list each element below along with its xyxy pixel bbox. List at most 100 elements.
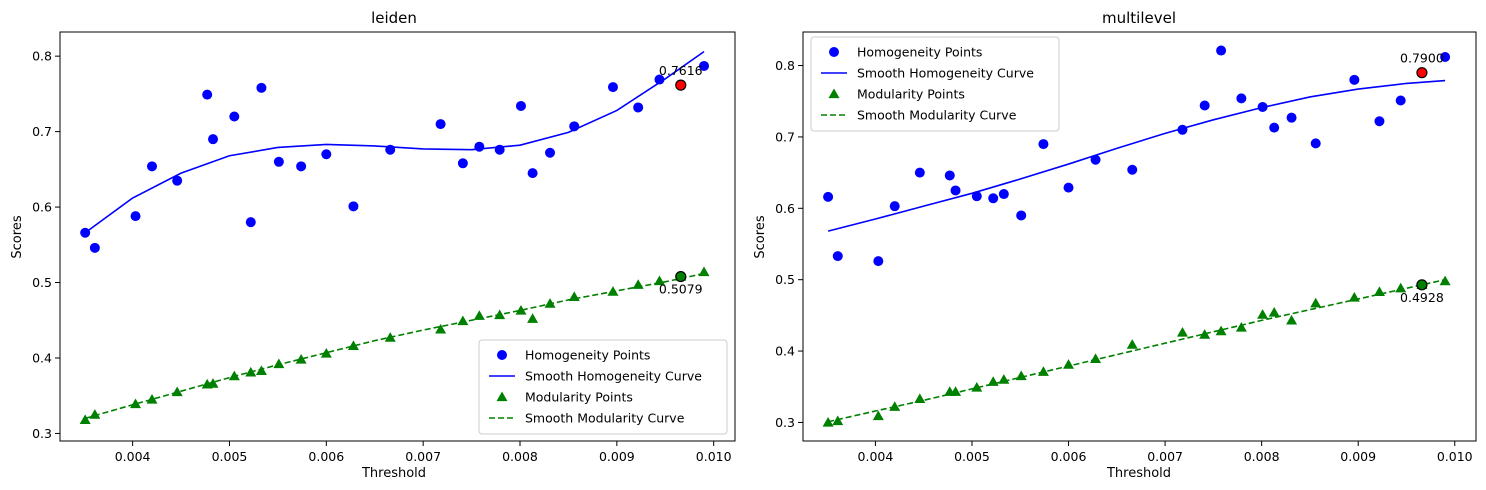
modularity-point — [146, 393, 158, 404]
x-tick-label: 0.010 — [1437, 449, 1473, 464]
homogeneity-point — [545, 147, 556, 158]
homogeneity-point — [208, 134, 219, 145]
homogeneity-point — [515, 100, 526, 111]
modularity-point — [295, 354, 307, 364]
chart-multilevel: multilevel Threshold Scores 0.004 0.005 0.… — [753, 9, 1477, 481]
legend-entry: Homogeneity Points — [857, 45, 982, 60]
highlight-label: 0.7900 — [1400, 51, 1444, 66]
x-tick-label: 0.004 — [858, 449, 894, 464]
homogeneity-point — [1090, 154, 1101, 165]
homogeneity-point — [1177, 124, 1188, 135]
legend-entry: Smooth Homogeneity Curve — [525, 369, 702, 384]
homogeneity-point — [654, 74, 665, 85]
homogeneity-point — [1038, 139, 1049, 150]
modularity-point — [1176, 327, 1188, 337]
modularity-point — [832, 415, 844, 426]
plot-area: 0.004 0.005 0.006 0.007 0.008 0.009 0.010 0.3 0.… — [32, 31, 736, 464]
modularity-point — [171, 386, 183, 397]
homogeneity-point — [494, 144, 505, 155]
highlight-point — [1416, 279, 1428, 291]
homogeneity-point — [1199, 100, 1210, 111]
chart-title: multilevel — [1102, 9, 1176, 27]
modularity-point — [79, 414, 91, 424]
modularity-point — [872, 410, 884, 421]
homogeneity-point — [1374, 116, 1385, 127]
homogeneity-point — [1395, 95, 1406, 106]
homogeneity-point — [1269, 122, 1280, 133]
modularity-point — [987, 376, 999, 386]
homogeneity-point — [172, 175, 183, 186]
modularity-point — [544, 298, 556, 308]
y-tick-label: 0.7 — [775, 129, 795, 144]
y-tick-label: 0.4 — [775, 344, 795, 359]
modularity-point — [457, 315, 469, 326]
x-tick-label: 0.005 — [954, 449, 990, 464]
homogeneity-point — [889, 201, 900, 212]
homogeneity-point — [457, 158, 468, 169]
modularity-point — [698, 266, 710, 277]
homogeneity-point — [988, 193, 999, 204]
y-tick-label: 0.3 — [775, 415, 795, 430]
modularity-point — [1215, 325, 1227, 336]
y-axis-label: Scores — [10, 215, 25, 258]
homogeneity-point — [245, 217, 256, 228]
homogeneity-point — [569, 121, 580, 132]
homogeneity-point — [607, 82, 618, 93]
legend-marker-swatch — [829, 47, 839, 57]
plot-frame — [59, 31, 736, 442]
homogeneity-point — [832, 251, 843, 262]
series-line — [84, 272, 705, 420]
modularity-point — [207, 378, 219, 388]
highlight-label: 0.4928 — [1400, 290, 1444, 305]
x-tick-label: 0.009 — [1340, 449, 1376, 464]
modularity-point — [1235, 322, 1247, 332]
modularity-point — [1257, 309, 1269, 319]
homogeneity-point — [873, 256, 884, 267]
modularity-point — [435, 323, 447, 334]
x-tick-label: 0.008 — [1244, 449, 1280, 464]
legend: Homogeneity Points Smooth Homogeneity Cur… — [810, 36, 1060, 132]
homogeneity-point — [1063, 182, 1074, 193]
legend-entry: Smooth Modularity Curve — [857, 108, 1017, 123]
highlight-label: 0.7616 — [659, 63, 703, 78]
modularity-point — [653, 275, 665, 286]
modularity-point — [1015, 370, 1027, 381]
homogeneity-point — [1349, 74, 1360, 85]
y-tick-label: 0.6 — [32, 200, 52, 215]
legend-marker-swatch — [496, 391, 508, 402]
x-tick-label: 0.008 — [502, 449, 538, 464]
modularity-point — [950, 386, 962, 396]
highlight-point — [1416, 67, 1428, 79]
homogeneity-point — [998, 189, 1009, 200]
modularity-point — [1395, 282, 1407, 293]
modularity-point — [568, 291, 580, 301]
homogeneity-point — [944, 170, 955, 181]
homogeneity-point — [321, 149, 332, 160]
homogeneity-point — [273, 156, 284, 167]
homogeneity-point — [130, 211, 141, 222]
x-axis-label: Threshold — [1106, 466, 1171, 481]
x-tick-label: 0.006 — [308, 449, 344, 464]
x-axis-label: Threshold — [361, 466, 426, 481]
homogeneity-point — [1440, 51, 1451, 62]
modularity-point — [515, 304, 527, 315]
y-axis-label: Scores — [753, 215, 768, 258]
modularity-point — [494, 309, 506, 320]
modularity-point — [971, 381, 983, 392]
plot-frame — [802, 31, 1477, 442]
modularity-point — [347, 340, 359, 351]
legend-entry: Homogeneity Points — [525, 348, 650, 363]
homogeneity-point — [950, 185, 961, 196]
x-tick-label: 0.006 — [1051, 449, 1087, 464]
homogeneity-point — [348, 201, 359, 212]
legend: Homogeneity Points Smooth Homogeneity Cur… — [478, 339, 728, 435]
homogeneity-point — [699, 60, 710, 71]
highlight-point — [675, 79, 687, 91]
modularity-point — [1063, 359, 1075, 369]
modularity-point — [130, 398, 142, 409]
homogeneity-point — [971, 191, 982, 202]
y-tick-label: 0.8 — [775, 58, 795, 73]
legend-entry: Smooth Modularity Curve — [525, 411, 685, 426]
modularity-point — [1037, 366, 1049, 376]
